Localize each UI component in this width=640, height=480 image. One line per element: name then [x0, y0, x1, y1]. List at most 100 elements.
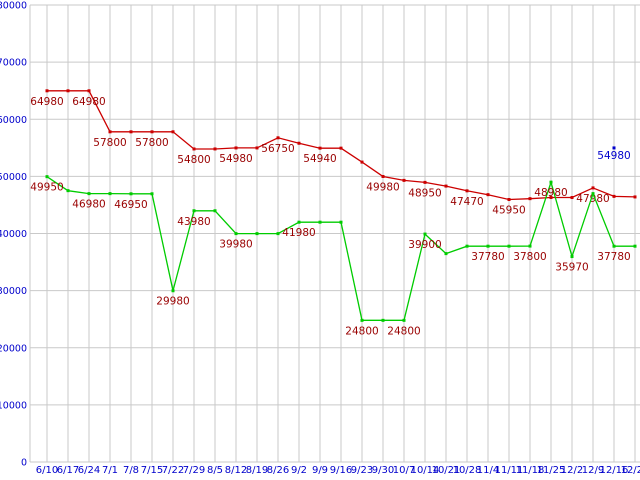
- red-series-value-label: 45950: [492, 205, 525, 217]
- red-series-marker: [465, 189, 469, 193]
- red-series-marker: [171, 130, 175, 134]
- x-axis-tick-label: 12/2: [561, 465, 583, 476]
- green-series-value-label: 24800: [387, 325, 420, 337]
- y-axis-tick-label: 20000: [0, 343, 27, 354]
- x-axis-tick-label: 7/15: [141, 465, 163, 476]
- green-series-marker: [507, 244, 511, 248]
- green-series-value-label: 39900: [408, 239, 441, 251]
- green-series-marker: [570, 255, 574, 259]
- x-axis-tick-label: 11/25: [537, 465, 566, 476]
- green-series-value-label: 24800: [345, 325, 378, 337]
- red-series-marker: [87, 89, 91, 93]
- green-series-marker: [465, 244, 469, 248]
- x-axis-tick-label: 8/5: [207, 465, 223, 476]
- y-axis-tick-label: 80000: [0, 1, 27, 12]
- red-series-marker: [234, 146, 238, 150]
- red-series-value-label: 47470: [450, 196, 483, 208]
- red-series-marker: [528, 197, 532, 201]
- green-series-marker: [549, 180, 553, 184]
- x-axis-tick-label: 9/23: [351, 465, 373, 476]
- x-axis-tick-label: 12/23: [621, 465, 640, 476]
- green-series-marker: [234, 232, 238, 236]
- green-series-marker: [171, 289, 175, 293]
- red-series-marker: [297, 141, 301, 145]
- green-series-value-label: 39980: [219, 239, 252, 251]
- red-series-marker: [402, 178, 406, 182]
- x-axis-tick-label: 9/30: [372, 465, 394, 476]
- red-series-marker: [318, 146, 322, 150]
- x-axis-tick-label: 12/9: [582, 465, 604, 476]
- y-axis-tick-label: 30000: [0, 286, 27, 297]
- red-series-marker: [129, 130, 133, 134]
- red-series-marker: [612, 194, 616, 198]
- green-series-marker: [87, 192, 91, 196]
- green-series-marker: [318, 220, 322, 224]
- green-series-marker: [381, 318, 385, 322]
- red-series-value-label: 54940: [303, 153, 336, 165]
- green-series-marker: [192, 209, 196, 213]
- green-series-marker: [276, 232, 280, 236]
- red-series-value-label: 64980: [72, 96, 105, 108]
- x-axis-tick-label: 11/4: [477, 465, 499, 476]
- x-axis-tick-label: 6/10: [36, 465, 58, 476]
- green-series-value-label: 43980: [177, 216, 210, 228]
- red-series-marker: [444, 184, 448, 188]
- green-series-value-label: 37780: [597, 251, 630, 263]
- red-series-marker: [45, 89, 49, 93]
- green-series-marker: [255, 232, 259, 236]
- y-axis-tick-label: 50000: [0, 172, 27, 183]
- x-axis-tick-label: 9/9: [312, 465, 328, 476]
- red-series-marker: [66, 89, 70, 93]
- green-series-marker: [591, 192, 595, 196]
- x-axis-tick-label: 11/18: [516, 465, 545, 476]
- green-series-marker: [612, 244, 616, 248]
- red-series-marker: [339, 146, 343, 150]
- green-series-marker: [633, 244, 637, 248]
- red-series-value-label: 54800: [177, 154, 210, 166]
- red-series-value-label: 49980: [366, 181, 399, 193]
- red-series-marker: [150, 130, 154, 134]
- green-series-value-label: 35970: [555, 262, 588, 274]
- green-series-marker: [108, 192, 112, 196]
- x-axis-tick-label: 7/29: [183, 465, 205, 476]
- y-axis-tick-label: 70000: [0, 58, 27, 69]
- red-series-marker: [591, 186, 595, 190]
- red-series-marker: [276, 136, 280, 140]
- x-axis-tick-label: 10/28: [453, 465, 482, 476]
- red-series-value-label: 57800: [93, 137, 126, 149]
- x-axis-tick-label: 9/16: [330, 465, 352, 476]
- red-series-value-label: 56750: [261, 143, 294, 155]
- red-series-marker: [486, 193, 490, 197]
- green-series-value-label: 37780: [471, 251, 504, 263]
- red-series-marker: [255, 146, 259, 150]
- red-series-value-label: 64980: [30, 96, 63, 108]
- red-series-value-label: 47980: [576, 193, 609, 205]
- red-series-value-label: 57800: [135, 137, 168, 149]
- green-series-marker: [150, 192, 154, 196]
- red-series-marker: [381, 174, 385, 178]
- green-series-marker: [297, 220, 301, 224]
- y-axis-tick-label: 40000: [0, 229, 27, 240]
- x-axis-tick-label: 10/7: [393, 465, 415, 476]
- green-series-value-label: 49950: [30, 182, 63, 194]
- red-series-marker: [423, 180, 427, 184]
- green-series-marker: [402, 318, 406, 322]
- green-series-value-label: 41980: [282, 227, 315, 239]
- green-series-value-label: 48980: [534, 187, 567, 199]
- x-axis-tick-label: 10/14: [411, 465, 440, 476]
- red-series-marker: [192, 147, 196, 151]
- x-axis-tick-label: 8/12: [225, 465, 247, 476]
- red-series-marker: [549, 196, 553, 200]
- y-axis-tick-label: 60000: [0, 115, 27, 126]
- red-series-marker: [633, 195, 637, 199]
- red-series-marker: [213, 147, 217, 151]
- green-series-marker: [45, 175, 49, 179]
- y-axis-tick-label: 10000: [0, 400, 27, 411]
- green-series-value-label: 46950: [114, 199, 147, 211]
- y-axis-tick-label: 0: [21, 458, 27, 469]
- red-series-marker: [507, 198, 511, 202]
- red-series-value-label: 48950: [408, 187, 441, 199]
- green-series-marker: [444, 252, 448, 256]
